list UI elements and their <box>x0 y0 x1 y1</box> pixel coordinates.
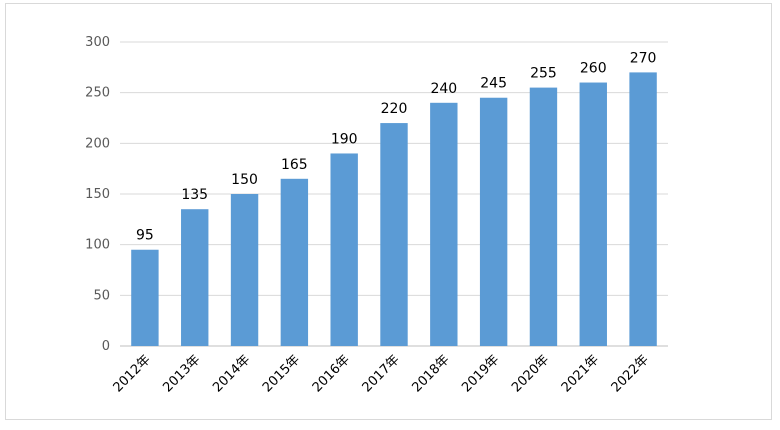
x-category-label: 2012年 <box>111 352 154 395</box>
x-category-label: 2016年 <box>310 352 353 395</box>
bars <box>131 72 657 347</box>
data-label: 95 <box>136 228 154 244</box>
x-category-label: 2021年 <box>559 352 602 395</box>
bar-2022年 <box>629 72 657 347</box>
bar-2016年 <box>330 153 358 346</box>
x-category-label: 2018年 <box>409 352 452 395</box>
bar-2021年 <box>579 82 607 347</box>
bar-2014年 <box>230 194 259 346</box>
y-tick-label: 100 <box>85 238 110 253</box>
y-tick-label: 250 <box>85 86 110 101</box>
y-tick-label: 150 <box>85 187 110 202</box>
data-label: 240 <box>430 81 457 97</box>
data-label: 260 <box>580 61 607 77</box>
x-category-label: 2014年 <box>210 352 253 395</box>
data-label: 270 <box>630 50 657 66</box>
x-category-label: 2019年 <box>459 352 502 395</box>
bar-2012年 <box>131 249 159 346</box>
bar-2013年 <box>181 209 209 346</box>
data-label: 245 <box>480 76 507 92</box>
x-category-label: 2015年 <box>260 352 303 395</box>
y-tick-label: 0 <box>102 339 110 354</box>
x-category-label: 2017年 <box>360 352 403 395</box>
bar-2019年 <box>479 97 508 346</box>
y-tick-label: 50 <box>93 288 110 303</box>
bar-2020年 <box>529 87 558 346</box>
data-labels: 95 135 150 165 190 220 240 245 255 260 270 <box>136 50 656 243</box>
x-category-label: 2022年 <box>609 352 652 395</box>
y-axis-tick-labels: 0 50 100 150 200 250 300 <box>85 35 110 354</box>
bar-2018年 <box>430 102 458 346</box>
data-label: 220 <box>381 101 408 117</box>
x-category-label: 2020年 <box>509 352 552 395</box>
data-label: 135 <box>181 187 208 203</box>
data-label: 165 <box>281 157 308 173</box>
y-tick-label: 300 <box>85 35 110 50</box>
x-axis-category-labels: 2012年 2013年 2014年 2015年 2016年 2017年 2018年 2019年… <box>111 352 652 395</box>
data-label: 255 <box>530 66 557 82</box>
bar-2015年 <box>280 178 309 346</box>
data-label: 190 <box>331 131 358 147</box>
data-label: 150 <box>231 172 258 188</box>
y-tick-label: 200 <box>85 136 110 151</box>
bar-2017年 <box>380 123 408 346</box>
x-category-label: 2013年 <box>160 352 203 395</box>
